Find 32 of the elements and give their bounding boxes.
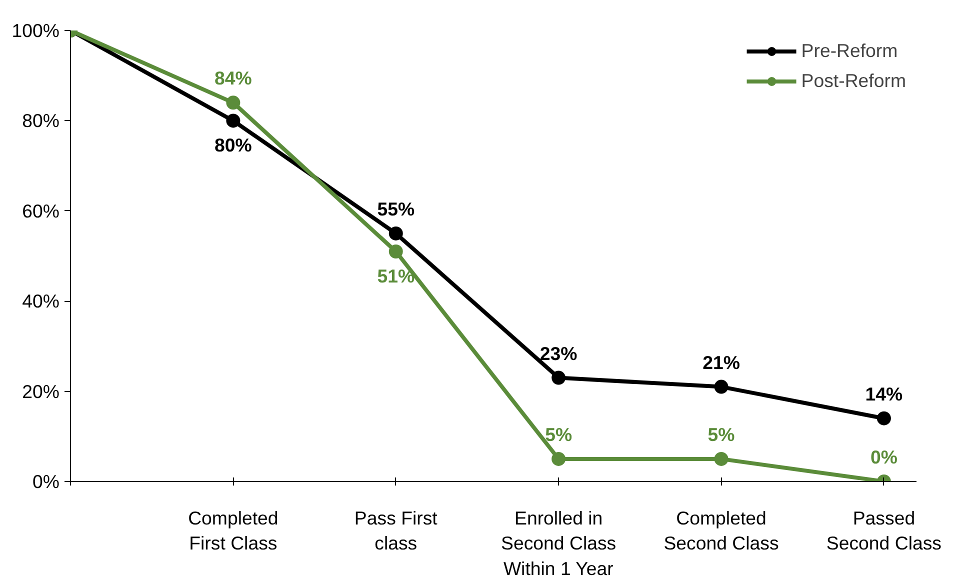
point bbox=[226, 114, 240, 128]
data-label: 55% bbox=[377, 198, 415, 220]
y-tick-label: 20% bbox=[22, 380, 60, 402]
data-label: 51% bbox=[377, 265, 415, 286]
x-tick-label: Completed Second Class bbox=[664, 508, 779, 554]
point bbox=[226, 96, 240, 110]
y-tick-label: 100% bbox=[12, 20, 60, 41]
point bbox=[388, 226, 403, 240]
y-tick-label: 40% bbox=[22, 290, 60, 312]
data-label: 23% bbox=[540, 342, 578, 364]
point bbox=[714, 452, 728, 466]
point bbox=[552, 370, 566, 385]
data-label: 5% bbox=[545, 424, 572, 445]
data-label: 21% bbox=[702, 352, 740, 373]
data-label: 14% bbox=[865, 383, 904, 404]
y-tick-label: 60% bbox=[22, 200, 60, 222]
x-tick-label: Completed First Class bbox=[188, 508, 278, 554]
point bbox=[552, 452, 566, 466]
x-tick-label: Passed Second Class bbox=[826, 508, 942, 554]
data-label: 5% bbox=[708, 424, 736, 445]
data-label: 80% bbox=[214, 134, 252, 156]
legend-label: Post-Reform bbox=[801, 70, 906, 92]
data-label: 84% bbox=[214, 68, 252, 89]
point bbox=[876, 411, 891, 426]
y-tick-label: 80% bbox=[22, 110, 60, 132]
point bbox=[714, 380, 728, 394]
x-tick-label: Pass First class bbox=[354, 508, 438, 554]
data-label: 0% bbox=[870, 446, 898, 468]
y-tick-label: 0% bbox=[32, 471, 60, 492]
legend-label: Pre-Reform bbox=[801, 40, 898, 62]
point bbox=[388, 244, 403, 258]
x-tick-label: Enrolled in Second Class Within 1 Year bbox=[501, 508, 616, 579]
